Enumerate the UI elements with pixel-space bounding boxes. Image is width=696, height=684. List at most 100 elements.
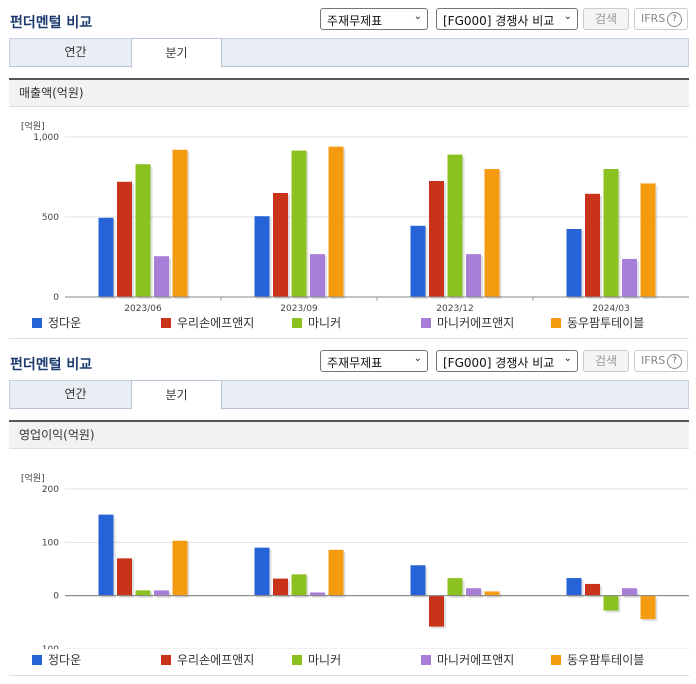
bar[interactable] [291,150,307,297]
legend-item[interactable]: 동우팜투테이블 [551,314,644,331]
bar[interactable] [117,558,132,596]
tab-quarterly[interactable]: 분기 [131,380,222,410]
y-tick-label: 200 [42,485,59,495]
bar[interactable] [273,578,288,596]
comparison-select[interactable]: [FG000] 경쟁사 비교 ⌄ [436,8,578,30]
legend-swatch [161,318,171,328]
bar[interactable] [429,181,444,297]
comparison-select-value: [FG000] 경쟁사 비교 [443,356,555,370]
bar[interactable] [640,183,656,297]
bar[interactable] [603,595,619,611]
tab-annual[interactable]: 연간 [64,387,87,401]
legend-item[interactable]: 동우팜투테이블 [551,651,644,668]
statement-select[interactable]: 주재무제표 ⌄ [320,8,428,30]
statement-select-value: 주재무제표 [327,356,383,370]
ifrs-label: IFRS [641,12,666,25]
legend-item[interactable]: 정다운 [32,314,81,331]
legend-label: 정다운 [48,316,82,330]
y-tick-label: -100 [39,645,60,649]
legend-item[interactable]: 마니커 [292,651,341,668]
bar[interactable] [172,540,188,596]
bar[interactable] [585,583,600,596]
bar[interactable] [603,169,619,297]
tab-quarterly[interactable]: 분기 [131,38,222,68]
panel-bottom-border [9,338,689,339]
bar[interactable] [117,181,132,297]
revenue-chart-svg: [억원] 0 500 1,000 2023/06 2023/09 2023/12 2024/0… [21,120,689,312]
legend-item[interactable]: 마니커 [292,314,341,331]
statement-select[interactable]: 주재무제표 ⌄ [320,350,428,372]
legend-swatch [32,655,42,665]
bar[interactable] [135,590,151,596]
x-tick-label: 2023/12 [436,304,473,312]
legend-label: 마니커에프앤지 [437,653,515,667]
bar[interactable] [410,225,426,297]
legend-label: 마니커 [308,653,342,667]
bar[interactable] [135,164,151,297]
legend-swatch [421,655,431,665]
bar[interactable] [640,595,656,620]
bar[interactable] [466,254,481,297]
legend-swatch [551,655,561,665]
bar[interactable] [98,514,114,596]
statement-select-value: 주재무제표 [327,14,383,28]
legend-item[interactable]: 마니커에프앤지 [421,314,514,331]
bar[interactable] [154,256,169,297]
panel-title: 영업이익(억원) [9,422,689,449]
bar[interactable] [310,254,325,297]
bar[interactable] [254,547,270,596]
bar[interactable] [310,592,325,596]
bar[interactable] [98,217,114,297]
bar[interactable] [172,149,188,297]
bar[interactable] [291,574,307,596]
bar[interactable] [585,193,600,297]
bar[interactable] [566,229,582,297]
chart-legend: 정다운 우리손에프앤지 마니커 마니커에프앤지 동우팜투테이블 [9,649,689,669]
bar[interactable] [154,590,169,596]
bar[interactable] [273,193,288,297]
legend-label: 동우팜투테이블 [567,316,645,330]
period-tabs: 연간 분기 [9,380,689,410]
legend-label: 우리손에프앤지 [177,653,255,667]
y-tick-label: 100 [42,538,59,548]
bar[interactable] [447,154,463,297]
legend-item[interactable]: 마니커에프앤지 [421,651,514,668]
legend-swatch [292,318,302,328]
x-tick-label: 2024/03 [592,304,629,312]
section-header: 펀더멘털 비교 주재무제표 ⌄ [FG000] 경쟁사 비교 ⌄ 검색 IFRS… [0,0,696,38]
bar[interactable] [410,565,426,596]
bar[interactable] [466,588,481,596]
legend-swatch [551,318,561,328]
legend-label: 마니커 [308,316,342,330]
bar[interactable] [622,258,637,297]
search-button[interactable]: 검색 [583,8,629,30]
operating-profit-chart-svg: [억원]-10001002002023/062023/092023/122024… [21,472,689,649]
search-button[interactable]: 검색 [583,350,629,372]
legend-item[interactable]: 우리손에프앤지 [161,651,254,668]
tab-annual[interactable]: 연간 [64,45,87,59]
ifrs-help-button[interactable]: IFRS ? [634,8,688,30]
chart-panel: 영업이익(억원) [억원]-10001002002023/062023/0920… [9,420,689,676]
bar[interactable] [484,591,500,596]
bar[interactable] [429,595,444,627]
section-header: 펀더멘털 비교 주재무제표 ⌄ [FG000] 경쟁사 비교 ⌄ 검색 IFRS… [0,342,696,380]
bar[interactable] [447,578,463,596]
bar[interactable] [566,578,582,596]
panel-bottom-border [9,675,689,676]
bar[interactable] [328,146,344,297]
legend-item[interactable]: 우리손에프앤지 [161,314,254,331]
comparison-select[interactable]: [FG000] 경쟁사 비교 ⌄ [436,350,578,372]
section-title: 펀더멘털 비교 [10,15,93,31]
bar[interactable] [254,216,270,297]
ifrs-help-button[interactable]: IFRS ? [634,350,688,372]
comparison-select-value: [FG000] 경쟁사 비교 [443,14,555,28]
y-tick-label: 0 [53,592,59,602]
bar[interactable] [328,549,344,596]
bar[interactable] [622,588,637,596]
revenue-chart: [억원] 0 500 1,000 2023/06 2023/09 2023/12 2024/0… [9,107,689,312]
legend-item[interactable]: 정다운 [32,651,81,668]
question-icon: ? [667,354,682,369]
section-title: 펀더멘털 비교 [10,357,93,373]
bar[interactable] [484,169,500,297]
period-tabs: 연간 분기 [9,38,689,68]
